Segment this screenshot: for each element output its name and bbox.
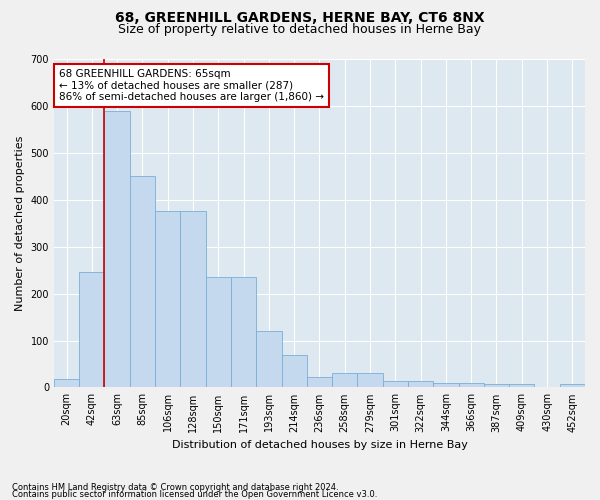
- Bar: [358, 374, 383, 388]
- Bar: [332, 374, 358, 388]
- Text: Size of property relative to detached houses in Herne Bay: Size of property relative to detached ho…: [119, 22, 482, 36]
- Bar: [307, 377, 332, 388]
- Text: 68, GREENHILL GARDENS, HERNE BAY, CT6 8NX: 68, GREENHILL GARDENS, HERNE BAY, CT6 8N…: [115, 12, 485, 26]
- Bar: [231, 277, 256, 388]
- Bar: [408, 381, 433, 388]
- Bar: [433, 383, 458, 388]
- Bar: [181, 212, 206, 388]
- Bar: [130, 176, 155, 388]
- Bar: [281, 354, 307, 388]
- Bar: [79, 272, 104, 388]
- Bar: [155, 212, 181, 388]
- Y-axis label: Number of detached properties: Number of detached properties: [15, 136, 25, 311]
- Bar: [256, 331, 281, 388]
- Bar: [560, 384, 585, 388]
- Bar: [509, 384, 535, 388]
- Bar: [458, 383, 484, 388]
- X-axis label: Distribution of detached houses by size in Herne Bay: Distribution of detached houses by size …: [172, 440, 467, 450]
- Bar: [484, 384, 509, 388]
- Bar: [104, 110, 130, 388]
- Text: Contains public sector information licensed under the Open Government Licence v3: Contains public sector information licen…: [12, 490, 377, 499]
- Bar: [383, 381, 408, 388]
- Bar: [54, 379, 79, 388]
- Text: Contains HM Land Registry data © Crown copyright and database right 2024.: Contains HM Land Registry data © Crown c…: [12, 484, 338, 492]
- Bar: [206, 277, 231, 388]
- Text: 68 GREENHILL GARDENS: 65sqm
← 13% of detached houses are smaller (287)
86% of se: 68 GREENHILL GARDENS: 65sqm ← 13% of det…: [59, 69, 324, 102]
